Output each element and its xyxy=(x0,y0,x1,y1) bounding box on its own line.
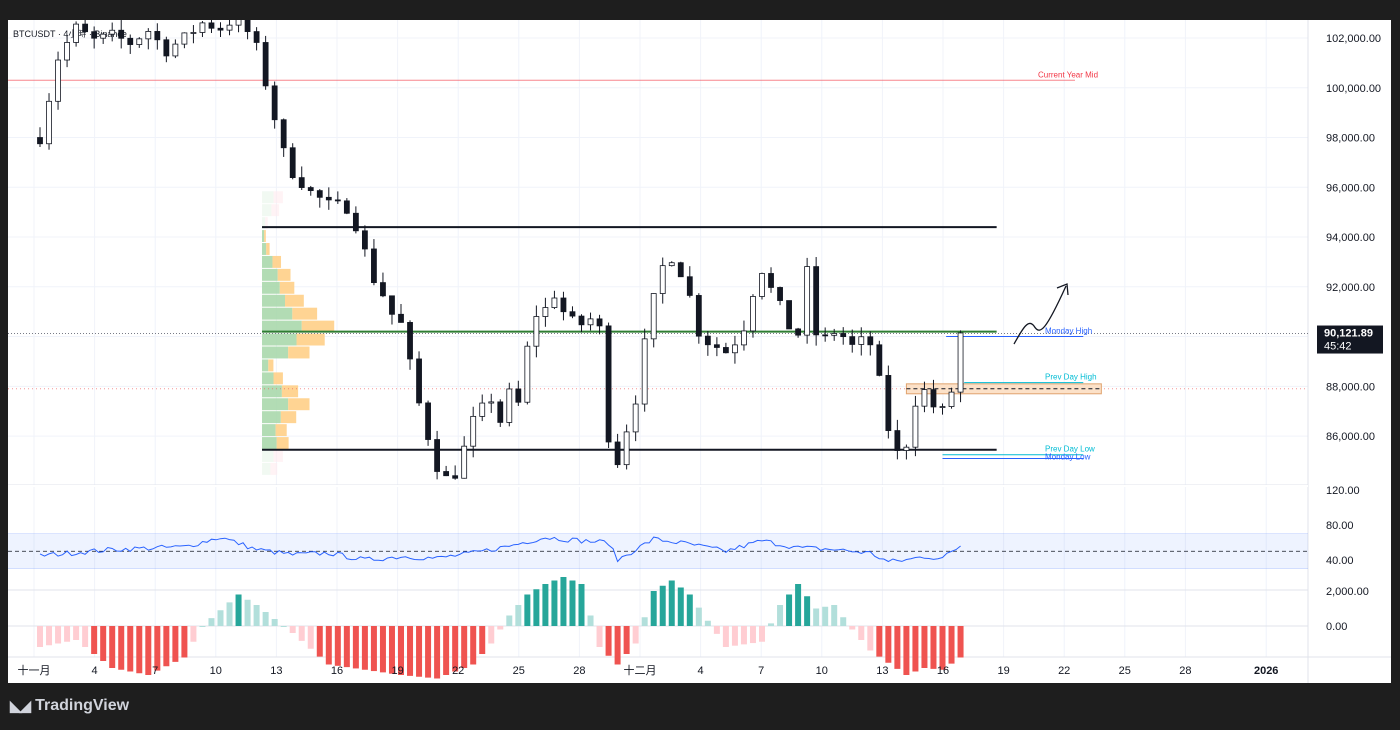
brand-label: TradingView xyxy=(35,697,130,714)
chart-frame xyxy=(8,20,1391,683)
tradingview-logo-icon: ◣◢ xyxy=(10,698,31,715)
symbol-label[interactable]: BTCUSDT · 4小時 · Binance xyxy=(13,29,127,39)
tradingview-logo[interactable]: ◣◢ TradingView xyxy=(10,697,129,715)
chart-header: HAANSES與TradingView.com共創，十二月 17, 2025 1… xyxy=(8,5,267,15)
